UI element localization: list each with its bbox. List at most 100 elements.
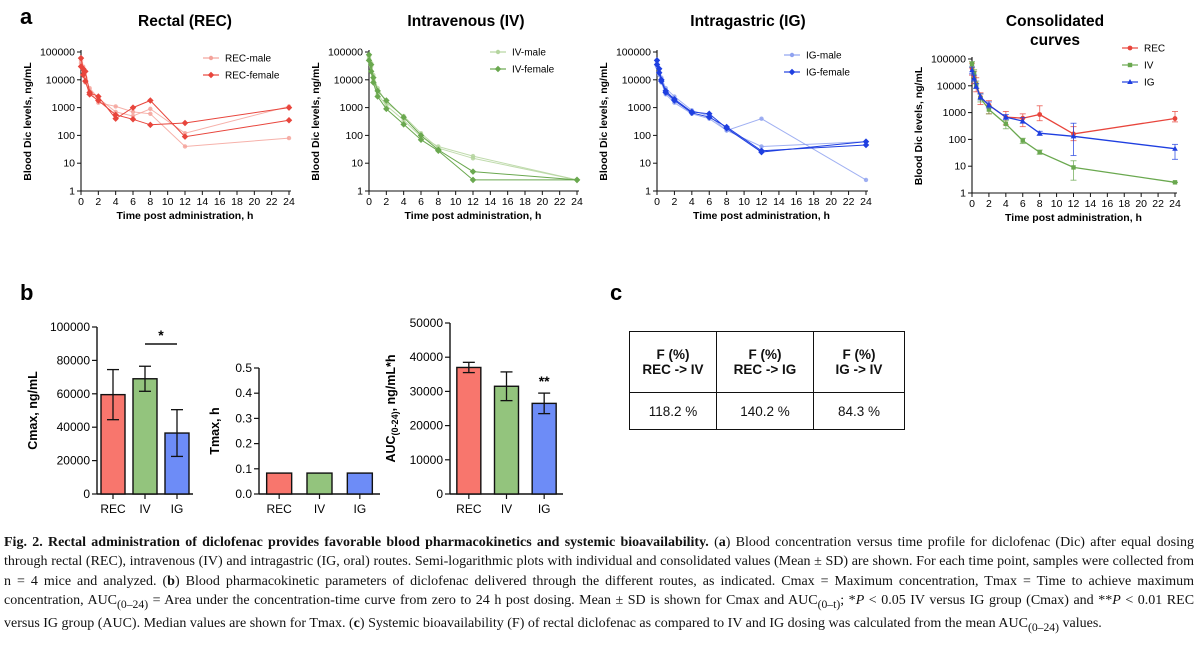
x-tick-label: 8: [724, 196, 730, 208]
x-tick-label: 22: [266, 196, 278, 208]
x-tick-label: 12: [756, 196, 768, 208]
y-tick-label: 1000: [340, 102, 364, 114]
x-tick-label: 14: [484, 196, 496, 208]
series-line: [368, 58, 578, 181]
data-point: [1003, 114, 1009, 120]
data-point: [986, 102, 992, 108]
legend-label: REC: [1144, 44, 1165, 55]
x-tick-label: 0: [366, 196, 372, 208]
data-point: [95, 97, 102, 104]
panel-label-a: a: [20, 4, 33, 29]
data-point: [130, 109, 136, 115]
data-point: [573, 176, 581, 184]
bar-chart-auc: 0 10000 20000 30000 40000 50000 REC IV IG AUC(0-2…: [384, 316, 563, 516]
table-header-rec-ig: F (%) REC -> IG: [716, 331, 814, 393]
bar-chart-tmax: 0.0 0.1 0.2 0.3 0.4 0.5 REC IV IG Tmax, h: [208, 361, 380, 516]
x-tick-label: 0: [969, 198, 975, 210]
x-tick-label: IG: [538, 502, 551, 516]
y-tick-label: 20000: [57, 454, 91, 468]
data-point: [86, 91, 93, 98]
chart-cons: Consolidated curves 1 10 100 1000 10000 100000 0…: [913, 13, 1181, 224]
y-tick-label: 1: [645, 186, 651, 198]
data-point: [1036, 130, 1043, 136]
y-tick-label: 10000: [46, 74, 75, 86]
legend-rec: REC-male REC-female: [203, 54, 280, 82]
y-tick-label: 100000: [40, 47, 75, 59]
data-point: [1172, 116, 1178, 121]
data-point: [147, 121, 154, 129]
significance-star: **: [539, 373, 550, 389]
legend-label: REC-male: [225, 54, 272, 65]
data-point: [758, 147, 765, 155]
y-tick-label: 0.3: [235, 411, 252, 425]
legend-label: IG: [1144, 78, 1155, 89]
bar-ig: [531, 402, 557, 495]
y-tick-label: 10000: [937, 80, 966, 92]
y-tick-label: 0.2: [235, 437, 252, 451]
x-tick-label: IV: [139, 502, 150, 516]
x-tick-label: 20: [536, 196, 548, 208]
legend-marker: [208, 55, 214, 61]
bar-iv: [306, 472, 333, 495]
data-point: [1019, 118, 1026, 124]
figure-caption: Fig. 2. Rectal administration of diclofe…: [4, 535, 1195, 634]
y-tick-label: 100: [633, 130, 651, 142]
data-point: [400, 121, 407, 128]
caption-a-text: Blood concentration versus time profile …: [4, 535, 1194, 589]
x-tick-label: 16: [502, 196, 514, 208]
data-point: [971, 70, 977, 76]
data-point: [469, 168, 477, 175]
x-tick-label: 4: [113, 196, 119, 208]
y-tick-label: 40000: [410, 350, 444, 364]
y-tick-label: 100: [345, 130, 363, 142]
y-tick-label: 10000: [334, 74, 363, 86]
data-point: [1172, 145, 1178, 151]
data-point: [417, 136, 425, 143]
y-tick-label: 100: [57, 130, 75, 142]
x-tick-label: 2: [986, 198, 992, 210]
data-point: [417, 132, 425, 139]
legend-cons: REC IV IG: [1122, 44, 1165, 89]
table-cell-rec-ig: 140.2 %: [716, 392, 814, 430]
data-point: [285, 117, 293, 124]
y-tick-label: 0: [436, 487, 443, 501]
x-tick-label: 8: [435, 196, 441, 208]
x-tick-label: 6: [1020, 198, 1026, 210]
data-point: [112, 111, 119, 119]
data-point: [1037, 112, 1043, 117]
caption-b-text: Blood pharmacokinetic parameters of dicl…: [4, 573, 1194, 608]
legend-iv: IV-male IV-female: [490, 48, 555, 76]
x-tick-label: 6: [130, 196, 136, 208]
data-point: [148, 106, 153, 112]
x-tick-label: 10: [162, 196, 174, 208]
x-tick-label: IV: [501, 502, 512, 516]
data-point: [181, 119, 189, 127]
x-tick-label: 10: [738, 196, 750, 208]
x-tick-label: 14: [773, 196, 785, 208]
x-tick-label: 4: [401, 196, 407, 208]
data-point: [973, 83, 980, 89]
y-tick-label: 50000: [410, 316, 444, 330]
data-point: [95, 93, 102, 100]
x-tick-label: 0: [78, 196, 84, 208]
y-tick-label: 1: [357, 186, 363, 198]
y-tick-label: 0.4: [235, 386, 252, 400]
y-tick-label: 60000: [57, 387, 91, 401]
x-tick-label: 4: [1003, 198, 1009, 210]
y-tick-label: 1: [69, 186, 75, 198]
x-tick-label: REC: [266, 502, 292, 516]
series-rec-rec-female: [77, 54, 293, 140]
y-axis-label-rec: Blood Dic levels, ng/mL: [22, 62, 34, 181]
data-point: [130, 113, 136, 119]
series-line: [80, 66, 290, 126]
series-line: [971, 70, 1176, 150]
data-point: [285, 104, 293, 111]
data-point: [147, 97, 154, 104]
legend-marker: [788, 68, 796, 76]
x-tick-label: 18: [231, 196, 243, 208]
y-tick-label: 40000: [57, 420, 91, 434]
